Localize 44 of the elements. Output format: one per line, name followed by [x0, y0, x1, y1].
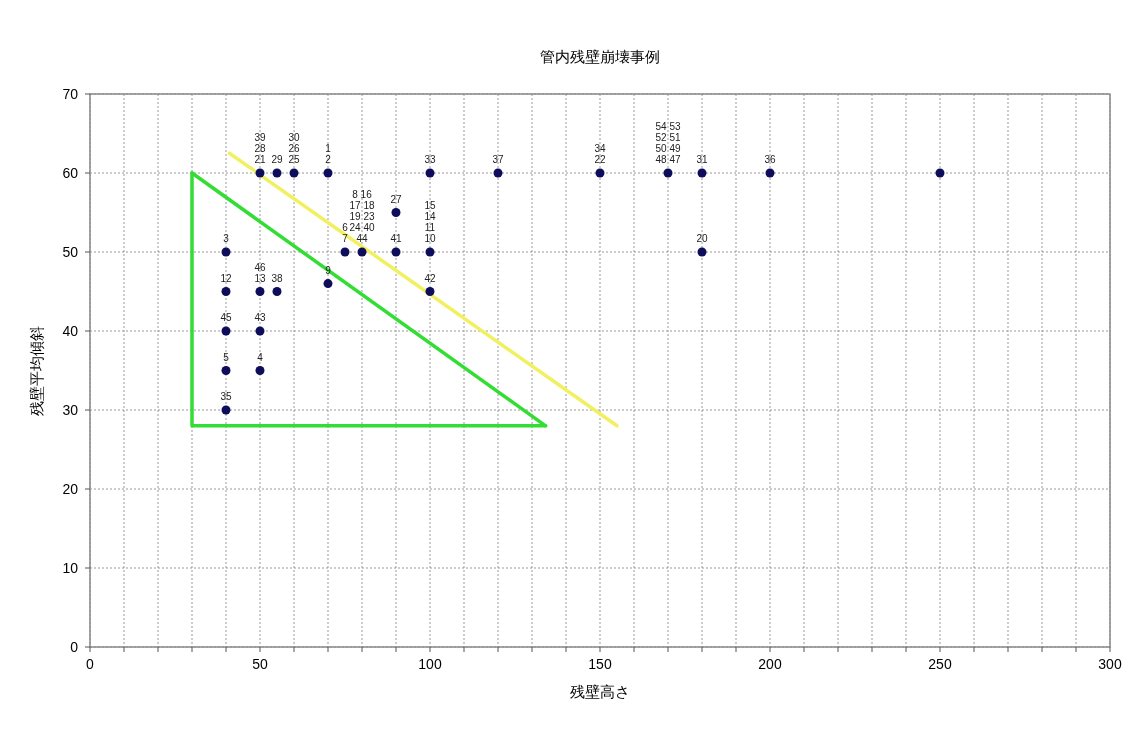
annotation: 38 [271, 272, 283, 284]
annotation: 8 16 17 18 19 23 24 40 44 [349, 189, 375, 244]
y-tick-label: 30 [62, 402, 79, 418]
annotation: 37 [492, 154, 504, 165]
annotation: 1 2 [325, 143, 332, 165]
annotation: 43 [254, 312, 266, 323]
annotation: 12 [220, 272, 232, 284]
x-tick-label: 200 [758, 656, 782, 672]
annotation: 33 [424, 154, 436, 165]
y-tick-label: 50 [62, 244, 79, 260]
annotation: 46 13 [254, 261, 266, 284]
y-tick-label: 60 [62, 165, 79, 181]
x-tick-label: 50 [252, 656, 268, 672]
chart-title: 管内残壁崩壊事例 [540, 48, 660, 65]
x-tick-label: 0 [86, 656, 95, 672]
y-tick-label: 0 [70, 639, 79, 655]
x-tick-label: 150 [588, 656, 612, 672]
y-tick-label: 20 [62, 481, 79, 497]
x-tick-label: 100 [418, 656, 442, 672]
annotation: 15 14 11 10 [424, 200, 436, 244]
y-axis-title: 残壁平均傾斜 [28, 325, 45, 416]
x-tick-label: 300 [1098, 656, 1122, 672]
y-tick-label: 10 [62, 560, 79, 576]
annotation: 3 [223, 233, 230, 244]
annotation: 31 [696, 154, 708, 165]
annotation: 6 7 [342, 222, 349, 244]
annotation: 29 [271, 154, 283, 165]
annotation: 36 [764, 154, 776, 165]
annotation: 30 26 25 [288, 132, 300, 165]
annotation: 20 [696, 233, 708, 244]
annotation: 27 [390, 193, 402, 205]
annotation: 45 [220, 312, 232, 323]
annotation: 4 [257, 351, 264, 363]
annotation: 39 28 21 [254, 132, 266, 165]
annotation: 42 [424, 272, 436, 284]
annotation: 35 [220, 391, 232, 402]
x-axis-title: 残壁高さ [570, 683, 630, 700]
annotation: 41 [390, 233, 402, 244]
x-tick-label: 250 [928, 656, 952, 672]
annotation: 34 22 [594, 143, 606, 165]
y-tick-label: 40 [62, 323, 79, 339]
y-tick-label: 70 [62, 86, 79, 102]
annotation: 54 53 52 51 50 49 48 47 [655, 121, 681, 165]
annotation: 5 [223, 351, 230, 363]
